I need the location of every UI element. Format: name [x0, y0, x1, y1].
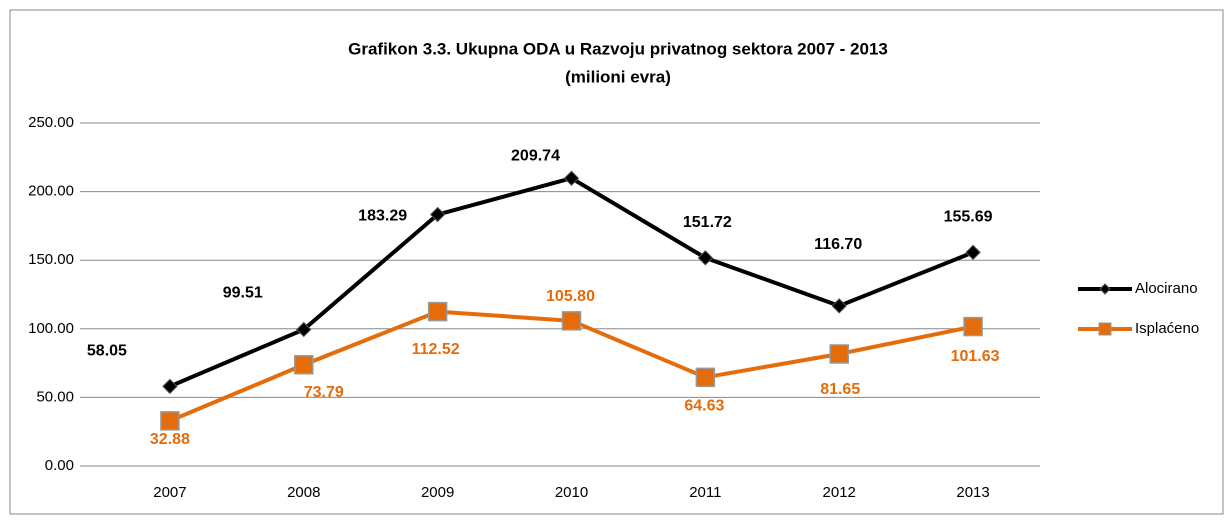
- marker: [296, 321, 312, 338]
- data-label: 105.80: [546, 288, 595, 305]
- data-label: 151.72: [683, 214, 732, 231]
- y-tick-label: 100.00: [28, 320, 74, 337]
- marker: [160, 411, 180, 431]
- data-label: 32.88: [150, 431, 190, 448]
- marker: [965, 244, 981, 261]
- marker: [162, 378, 178, 395]
- data-label: 73.79: [304, 384, 344, 401]
- marker: [695, 367, 716, 388]
- legend-marker: [1099, 283, 1111, 295]
- marker: [429, 206, 446, 223]
- chart-border: [9, 9, 1224, 515]
- legend-marker: [1098, 322, 1112, 336]
- marker: [697, 250, 714, 266]
- data-label: 155.69: [944, 209, 993, 226]
- data-label: 101.63: [951, 348, 1000, 365]
- chart-subtitle: (milioni evra): [565, 67, 671, 86]
- marker: [563, 170, 580, 186]
- marker: [427, 301, 448, 322]
- data-label: 112.52: [412, 341, 460, 358]
- x-tick-label: 2013: [956, 484, 989, 501]
- y-tick-label: 50.00: [36, 388, 74, 405]
- y-tick-label: 150.00: [28, 251, 74, 268]
- chart-title: Grafikon 3.3. Ukupna ODA u Razvoju priva…: [348, 39, 888, 58]
- x-tick-label: 2012: [823, 484, 856, 501]
- x-tick-label: 2011: [689, 484, 721, 501]
- x-tick-label: 2007: [153, 484, 186, 501]
- data-label: 58.05: [87, 343, 127, 360]
- y-tick-label: 0.00: [45, 457, 74, 474]
- data-label: 81.65: [820, 381, 860, 398]
- legend-label: Isplaćeno: [1135, 320, 1199, 337]
- x-tick-label: 2008: [287, 484, 320, 501]
- x-tick-label: 2010: [555, 484, 588, 501]
- marker: [561, 311, 582, 331]
- data-label: 99.51: [223, 285, 263, 302]
- data-label: 183.29: [358, 208, 407, 225]
- marker: [294, 355, 314, 375]
- x-tick-label: 2009: [421, 484, 454, 501]
- data-label: 64.63: [684, 398, 724, 415]
- marker: [963, 316, 983, 337]
- marker: [829, 344, 849, 364]
- y-tick-label: 200.00: [28, 183, 74, 200]
- data-label: 116.70: [814, 236, 862, 253]
- legend-label: Alocirano: [1135, 280, 1198, 297]
- data-label: 209.74: [511, 147, 560, 164]
- marker: [831, 298, 847, 314]
- y-tick-label: 250.00: [28, 114, 74, 131]
